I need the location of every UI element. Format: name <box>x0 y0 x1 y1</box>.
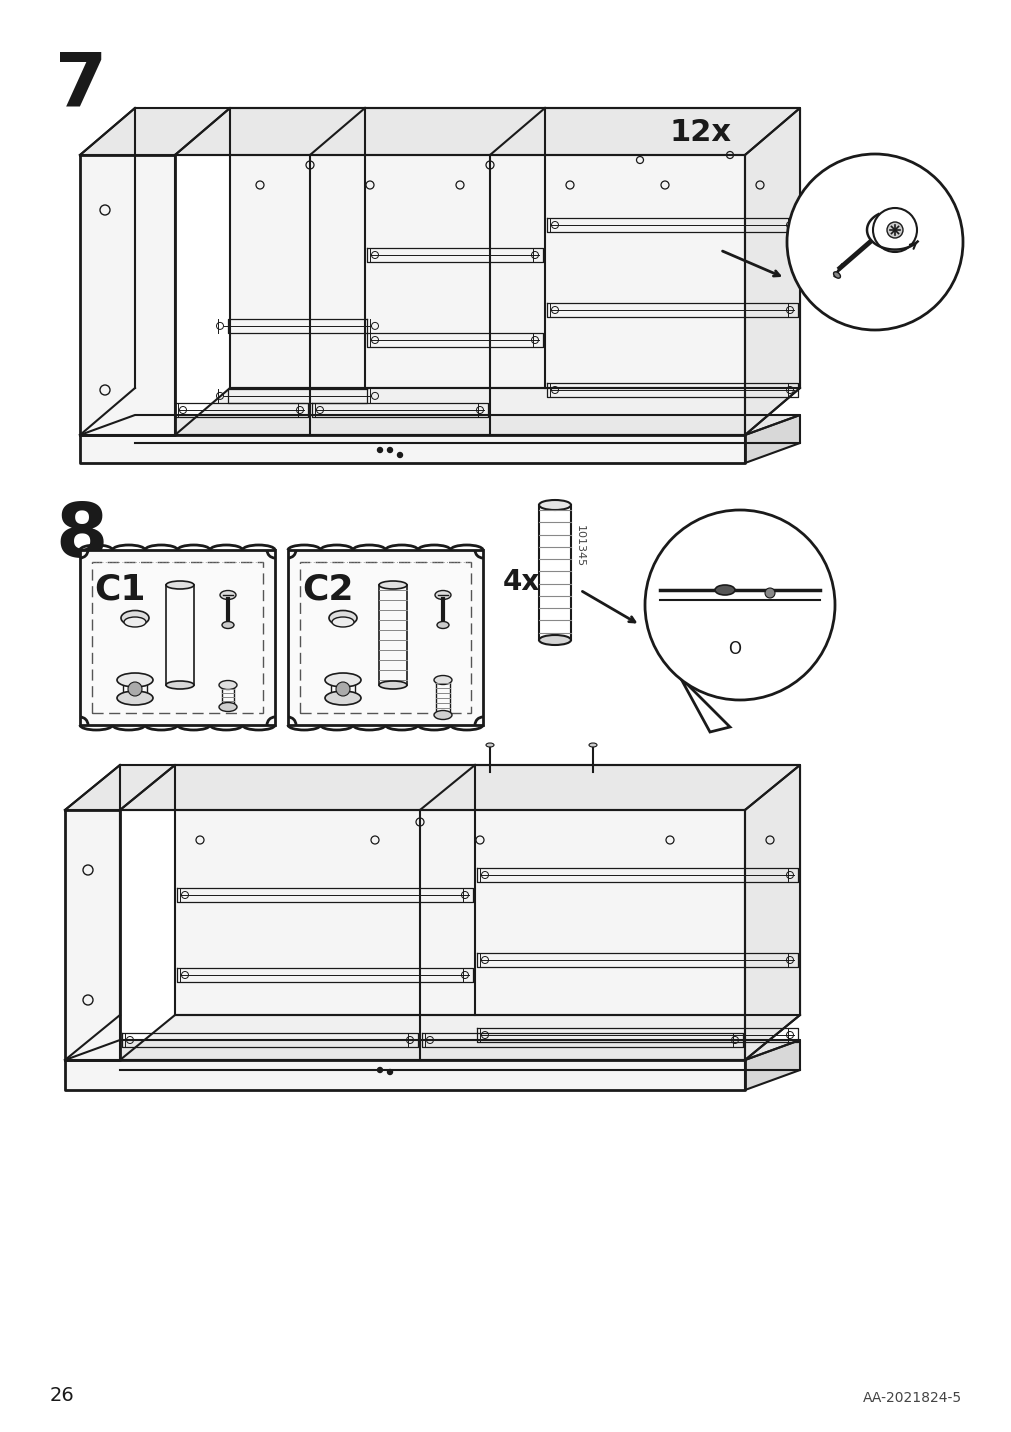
Polygon shape <box>175 388 800 435</box>
Polygon shape <box>744 765 800 1060</box>
Circle shape <box>764 589 774 599</box>
Ellipse shape <box>117 692 153 705</box>
Circle shape <box>387 1070 392 1074</box>
Bar <box>288 550 482 725</box>
Text: 7: 7 <box>55 49 107 120</box>
Polygon shape <box>744 107 800 435</box>
Ellipse shape <box>434 710 452 719</box>
Ellipse shape <box>332 617 354 627</box>
Circle shape <box>787 155 962 329</box>
Ellipse shape <box>485 743 493 748</box>
Circle shape <box>377 448 382 453</box>
Polygon shape <box>120 765 800 811</box>
Polygon shape <box>175 765 800 1015</box>
Circle shape <box>127 682 142 696</box>
Text: 8: 8 <box>55 500 107 573</box>
Polygon shape <box>65 811 120 1060</box>
Polygon shape <box>80 415 800 435</box>
Polygon shape <box>679 677 729 732</box>
Circle shape <box>886 222 902 238</box>
Text: C2: C2 <box>301 571 353 606</box>
Polygon shape <box>80 107 229 155</box>
Text: 4x: 4x <box>502 569 540 596</box>
Text: AA-2021824-5: AA-2021824-5 <box>862 1390 961 1405</box>
Bar <box>92 561 263 713</box>
Circle shape <box>397 453 402 457</box>
Bar <box>80 550 275 725</box>
Polygon shape <box>65 1060 744 1090</box>
Ellipse shape <box>437 621 449 629</box>
Ellipse shape <box>218 703 237 712</box>
Polygon shape <box>65 1040 800 1060</box>
Ellipse shape <box>379 581 406 589</box>
Ellipse shape <box>166 682 194 689</box>
Ellipse shape <box>218 680 237 689</box>
Polygon shape <box>744 1040 800 1090</box>
Polygon shape <box>80 155 175 435</box>
Ellipse shape <box>166 581 194 589</box>
Ellipse shape <box>121 610 149 626</box>
Polygon shape <box>229 107 800 388</box>
Ellipse shape <box>715 586 734 596</box>
Ellipse shape <box>434 676 452 684</box>
Polygon shape <box>744 415 800 463</box>
Circle shape <box>644 510 834 700</box>
Text: C1: C1 <box>94 571 146 606</box>
Ellipse shape <box>588 743 596 748</box>
Ellipse shape <box>219 590 236 600</box>
Text: O: O <box>728 640 741 657</box>
Text: 12x: 12x <box>669 117 731 147</box>
Ellipse shape <box>221 621 234 629</box>
Polygon shape <box>65 765 175 811</box>
Ellipse shape <box>325 673 361 687</box>
Polygon shape <box>120 1015 800 1060</box>
Ellipse shape <box>539 634 570 644</box>
Circle shape <box>387 448 392 453</box>
Polygon shape <box>175 107 800 155</box>
Ellipse shape <box>117 673 153 687</box>
Circle shape <box>377 1067 382 1073</box>
Polygon shape <box>80 435 744 463</box>
Ellipse shape <box>325 692 361 705</box>
Ellipse shape <box>539 500 570 510</box>
Ellipse shape <box>435 590 451 600</box>
Ellipse shape <box>379 682 406 689</box>
Circle shape <box>336 682 350 696</box>
Ellipse shape <box>124 617 146 627</box>
Text: 101345: 101345 <box>574 526 584 567</box>
Text: 26: 26 <box>50 1386 75 1405</box>
Ellipse shape <box>833 272 839 278</box>
Ellipse shape <box>329 610 357 626</box>
Bar <box>299 561 470 713</box>
